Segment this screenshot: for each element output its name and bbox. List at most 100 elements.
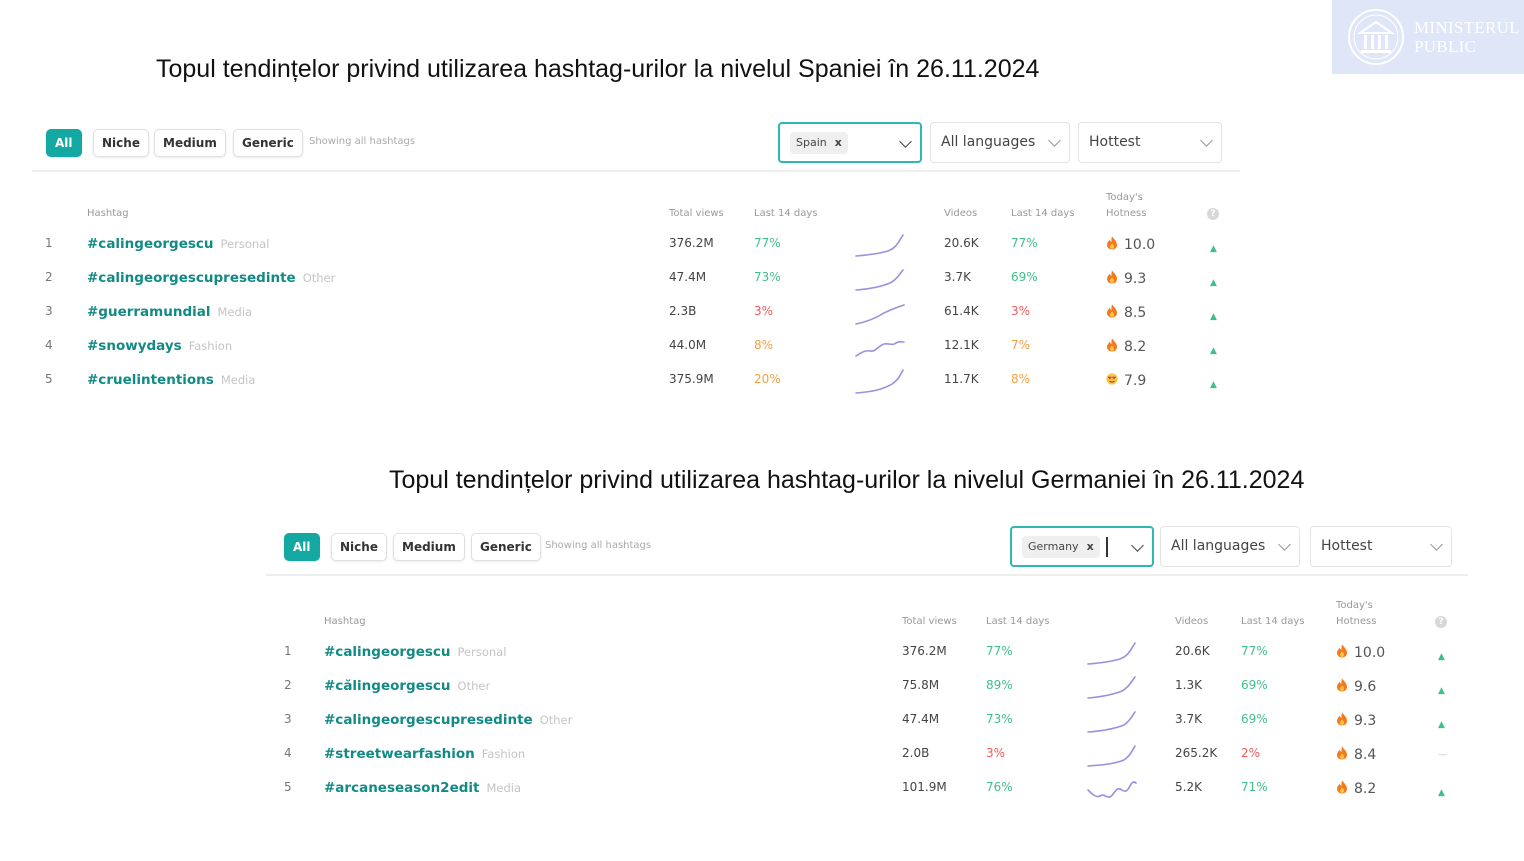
filter-all-button[interactable]: All	[284, 533, 320, 561]
total-views-value: 101.9M	[902, 780, 947, 794]
filter-medium-button[interactable]: Medium	[154, 129, 226, 157]
filter-toolbar: All Niche Medium Generic Showing all hashtag…	[266, 522, 1468, 576]
row-rank: 3	[45, 304, 53, 318]
hotness-value: 8.2	[1354, 781, 1377, 797]
country-select[interactable]: Germany x	[1010, 526, 1154, 567]
country-tag-label: Germany	[1028, 540, 1079, 553]
hashtag-category: Media	[486, 781, 522, 795]
column-header-todays: Today's	[1106, 192, 1143, 203]
views-change-value: 73%	[754, 270, 781, 284]
chevron-down-icon	[1200, 134, 1213, 147]
trend-up-icon: ▲	[1210, 244, 1217, 254]
chevron-down-icon[interactable]	[1131, 539, 1144, 552]
table-row[interactable]: 3 #calingeorgescupresedinte Other 47.4M 73% 3…	[266, 708, 1468, 734]
remove-country-icon[interactable]: x	[1086, 540, 1094, 553]
hashtag-category: Other	[539, 713, 573, 727]
hashtag-link[interactable]: #arcaneseason2edit	[324, 780, 480, 796]
videos-change-value: 7%	[1011, 338, 1031, 352]
logo-line2: PUBLIC	[1414, 37, 1477, 56]
chevron-down-icon	[1278, 538, 1291, 551]
filter-generic-button[interactable]: Generic	[233, 129, 303, 157]
hashtag-link[interactable]: #calingeorgescu	[324, 644, 451, 660]
filter-generic-button[interactable]: Generic	[471, 533, 541, 561]
column-header-videos-last-14-days: Last 14 days	[1241, 616, 1305, 627]
language-select[interactable]: All languages	[930, 122, 1070, 163]
column-header-hotness[interactable]: Hotness	[1106, 208, 1147, 219]
hotness-score: 8.4	[1336, 746, 1376, 763]
hashtag-link[interactable]: #snowydays	[87, 338, 182, 354]
row-rank: 2	[45, 270, 53, 284]
videos-value: 20.6K	[1175, 644, 1210, 658]
sparkline-chart	[1087, 676, 1136, 699]
total-views-value: 47.4M	[902, 712, 940, 726]
videos-change-value: 69%	[1241, 712, 1268, 726]
table-row[interactable]: 2 #călingeorgescu Other 75.8M 89% 1.3K 69% 9.6 ▲	[266, 674, 1468, 700]
hashtag-link[interactable]: #cruelintentions	[87, 372, 214, 388]
hotness-score: 9.3	[1336, 712, 1376, 729]
language-select[interactable]: All languages	[1160, 526, 1300, 567]
hotness-score: 10.0	[1106, 236, 1155, 253]
flame-icon	[1107, 236, 1117, 250]
column-header-videos[interactable]: Videos	[944, 208, 978, 219]
column-header-videos-last-14-days: Last 14 days	[1011, 208, 1075, 219]
total-views-value: 75.8M	[902, 678, 940, 692]
heart-eyes-emoji-icon	[1106, 373, 1118, 385]
help-icon[interactable]: ?	[1207, 208, 1219, 220]
chevron-down-icon[interactable]	[899, 135, 912, 148]
filter-niche-button[interactable]: Niche	[93, 129, 149, 157]
hashtag-link[interactable]: #calingeorgescupresedinte	[87, 270, 296, 286]
trend-up-icon: ▲	[1438, 686, 1445, 696]
hotness-score: 10.0	[1336, 644, 1385, 661]
videos-change-value: 77%	[1011, 236, 1038, 250]
hashtag-category: Media	[217, 305, 253, 319]
views-change-value: 77%	[986, 644, 1013, 658]
views-change-value: 8%	[754, 338, 774, 352]
table-row[interactable]: 4 #streetwearfashion Fashion 2.0B 3% 265.2K 2%…	[266, 742, 1468, 768]
column-header-last-14-days: Last 14 days	[986, 616, 1050, 627]
column-header-total-views[interactable]: Total views	[669, 208, 724, 219]
table-row[interactable]: 1 #calingeorgescu Personal 376.2M 77% 20.6K 77…	[266, 640, 1468, 666]
help-icon[interactable]: ?	[1435, 616, 1447, 628]
flame-icon	[1107, 304, 1117, 318]
sparkline-chart	[1087, 711, 1136, 733]
hashtag-link[interactable]: #călingeorgescu	[324, 678, 451, 694]
hashtag-link[interactable]: #streetwearfashion	[324, 746, 475, 762]
seal-icon	[1348, 9, 1404, 65]
column-header-videos[interactable]: Videos	[1175, 616, 1209, 627]
trend-flat-icon: —	[1438, 750, 1447, 760]
table-row[interactable]: 5 #cruelintentions Media 375.9M 20% 11.7K 8% 7.…	[32, 368, 1240, 394]
table-row[interactable]: 4 #snowydays Fashion 44.0M 8% 12.1K 7% 8.2 ▲	[32, 334, 1240, 360]
trends-panel-germany: All Niche Medium Generic Showing all hashtag…	[266, 522, 1468, 812]
hashtag-link[interactable]: #calingeorgescu	[87, 236, 214, 252]
column-header-hotness[interactable]: Hotness	[1336, 616, 1377, 627]
table-row[interactable]: 2 #calingeorgescupresedinte Other 47.4M 73% 3…	[32, 266, 1240, 292]
text-cursor	[1106, 537, 1108, 557]
country-select[interactable]: Spain x	[778, 122, 922, 163]
row-rank: 3	[284, 712, 292, 726]
hashtag-link[interactable]: #calingeorgescupresedinte	[324, 712, 533, 728]
trend-up-icon: ▲	[1210, 346, 1217, 356]
sort-select[interactable]: Hottest	[1310, 526, 1452, 567]
table-row[interactable]: 5 #arcaneseason2edit Media 101.9M 76% 5.2K 71%…	[266, 776, 1468, 802]
filter-all-button[interactable]: All	[46, 129, 82, 157]
sparkline-chart	[1087, 642, 1136, 665]
videos-value: 1.3K	[1175, 678, 1202, 692]
views-change-value: 76%	[986, 780, 1013, 794]
trend-up-icon: ▲	[1210, 380, 1217, 390]
table-row[interactable]: 3 #guerramundial Media 2.3B 3% 61.4K 3% 8.5 ▲	[32, 300, 1240, 326]
trend-up-icon: ▲	[1438, 720, 1445, 730]
hotness-value: 8.2	[1124, 339, 1147, 355]
hotness-score: 9.6	[1336, 678, 1376, 695]
filter-medium-button[interactable]: Medium	[393, 533, 465, 561]
hashtag-link[interactable]: #guerramundial	[87, 304, 211, 320]
table-row[interactable]: 1 #calingeorgescu Personal 376.2M 77% 20.6K 77…	[32, 232, 1240, 258]
filter-niche-button[interactable]: Niche	[331, 533, 387, 561]
language-select-value: All languages	[941, 134, 1036, 150]
column-header-total-views[interactable]: Total views	[902, 616, 957, 627]
videos-change-value: 3%	[1011, 304, 1031, 318]
videos-change-value: 69%	[1241, 678, 1268, 692]
hotness-score: 8.2	[1336, 780, 1376, 797]
remove-country-icon[interactable]: x	[834, 136, 842, 149]
row-rank: 4	[284, 746, 292, 760]
sort-select[interactable]: Hottest	[1078, 122, 1222, 163]
